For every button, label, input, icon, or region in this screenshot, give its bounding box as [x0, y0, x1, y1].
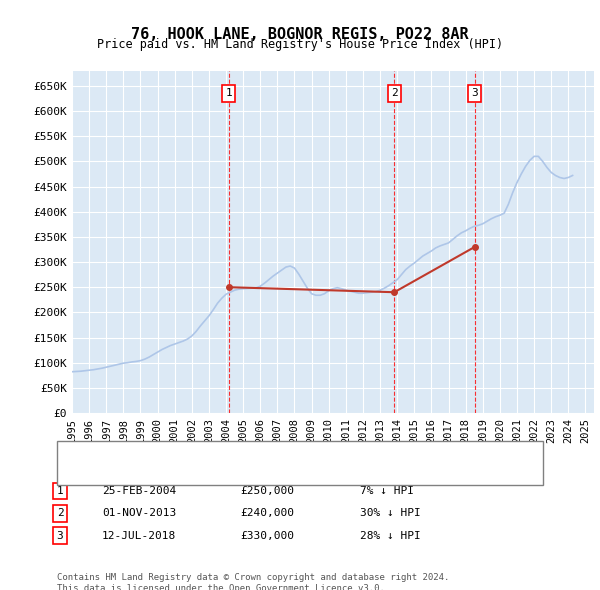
- Text: —: —: [78, 448, 88, 466]
- Text: 7% ↓ HPI: 7% ↓ HPI: [360, 486, 414, 496]
- Text: HPI: Average price, detached house, Arun: HPI: Average price, detached house, Arun: [93, 467, 343, 477]
- Text: 12-JUL-2018: 12-JUL-2018: [102, 531, 176, 540]
- Text: 30% ↓ HPI: 30% ↓ HPI: [360, 509, 421, 518]
- Text: 3: 3: [56, 531, 64, 540]
- Text: 1: 1: [56, 486, 64, 496]
- Text: 01-NOV-2013: 01-NOV-2013: [102, 509, 176, 518]
- Text: 76, HOOK LANE, BOGNOR REGIS, PO22 8AR (detached house): 76, HOOK LANE, BOGNOR REGIS, PO22 8AR (d…: [93, 452, 431, 461]
- Text: £240,000: £240,000: [240, 509, 294, 518]
- Text: £250,000: £250,000: [240, 486, 294, 496]
- Text: 2: 2: [56, 509, 64, 518]
- Text: —: —: [78, 463, 88, 481]
- Text: 25-FEB-2004: 25-FEB-2004: [102, 486, 176, 496]
- Text: Price paid vs. HM Land Registry's House Price Index (HPI): Price paid vs. HM Land Registry's House …: [97, 38, 503, 51]
- Text: 2: 2: [391, 88, 398, 99]
- Text: £330,000: £330,000: [240, 531, 294, 540]
- Text: 1: 1: [225, 88, 232, 99]
- Text: 76, HOOK LANE, BOGNOR REGIS, PO22 8AR: 76, HOOK LANE, BOGNOR REGIS, PO22 8AR: [131, 27, 469, 41]
- Text: 28% ↓ HPI: 28% ↓ HPI: [360, 531, 421, 540]
- Text: 3: 3: [472, 88, 478, 99]
- Text: Contains HM Land Registry data © Crown copyright and database right 2024.
This d: Contains HM Land Registry data © Crown c…: [57, 573, 449, 590]
